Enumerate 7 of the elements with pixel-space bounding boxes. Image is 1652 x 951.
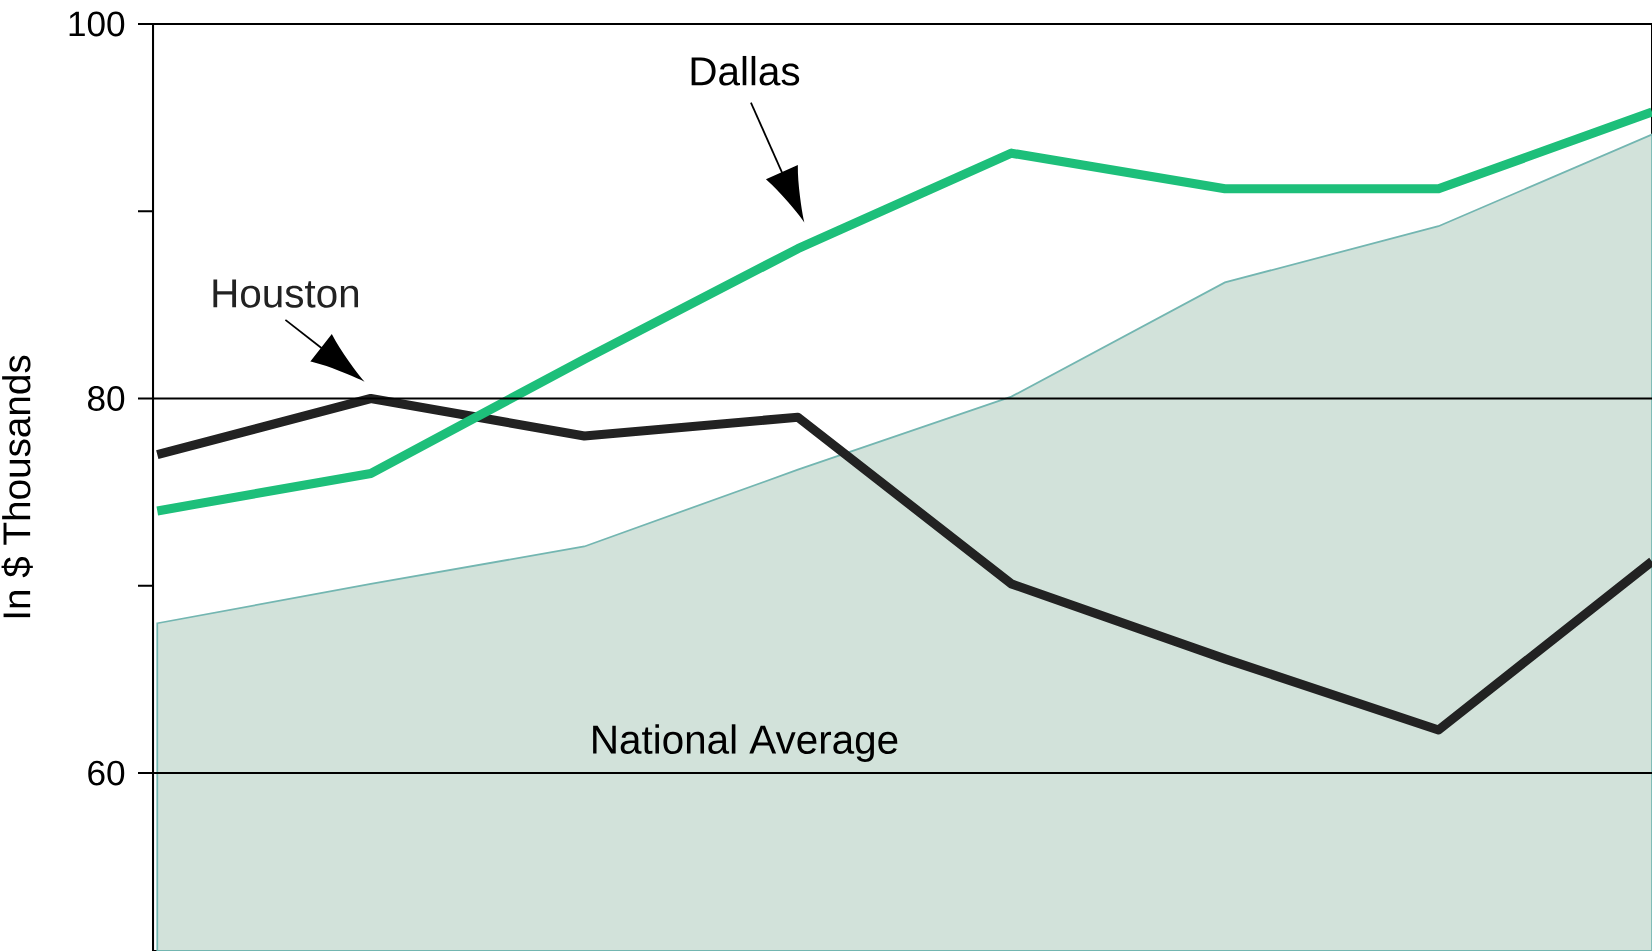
text: Houston	[213, 279, 359, 308]
y-tick-label: 80	[88, 386, 125, 411]
y-tick-label: 60	[88, 760, 125, 786]
y-tick-label: 100	[69, 11, 125, 37]
text: Dallas	[691, 55, 800, 86]
series-label: National Average	[593, 724, 898, 762]
y-axis-title: In $ Thousands	[1, 355, 33, 618]
